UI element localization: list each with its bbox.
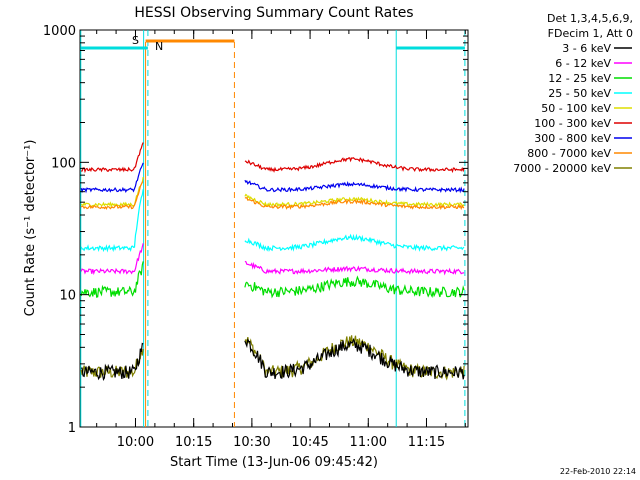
series-line xyxy=(80,348,144,379)
y-tick-label: 100 xyxy=(51,156,76,171)
series-line xyxy=(244,193,465,209)
legend-label: 6 - 12 keV xyxy=(555,57,611,70)
band-markers xyxy=(80,30,466,427)
series-line xyxy=(244,196,465,211)
legend-label: 800 - 7000 keV xyxy=(527,147,611,160)
legend-label: 25 - 50 keV xyxy=(548,87,611,100)
x-tick-label: 10:30 xyxy=(233,435,270,450)
legend-label: 7000 - 20000 keV xyxy=(513,162,611,175)
legend-label: 300 - 800 keV xyxy=(534,132,611,145)
series-lines xyxy=(80,142,465,382)
plot-frame xyxy=(79,29,469,428)
series-line xyxy=(244,337,465,380)
series-line xyxy=(80,243,144,276)
series-line xyxy=(80,189,144,253)
chart-title: HESSI Observing Summary Count Rates xyxy=(134,5,413,21)
series-line xyxy=(244,275,465,299)
x-axis-label: Start Time (13-Jun-06 09:45:42) xyxy=(170,455,378,470)
legend-header-line-1: Det 1,3,4,5,6,9, xyxy=(547,12,633,25)
series-line xyxy=(244,233,465,253)
legend-label: 100 - 300 keV xyxy=(534,117,611,130)
x-tick-label: 11:00 xyxy=(350,435,387,450)
legend-header-line-2: FDecim 1, Att 0 xyxy=(548,27,633,40)
y-axis-label: Count Rate (s⁻¹ detector⁻¹) xyxy=(23,140,38,317)
x-tick-label: 10:45 xyxy=(291,435,328,450)
legend-label: 50 - 100 keV xyxy=(541,102,611,115)
x-tick-label: 10:15 xyxy=(175,435,212,450)
axes: 10:00 10:15 10:30 10:45 11:00 11:15 1 10 100 1000 xyxy=(43,24,468,450)
series-line xyxy=(244,260,465,276)
series-line xyxy=(244,157,465,174)
series-line xyxy=(80,261,144,298)
series-line xyxy=(244,179,465,194)
y-tick-label: 10 xyxy=(59,289,76,304)
y-tick-label: 1 xyxy=(68,421,76,436)
legend: 3 - 6 keV 6 - 12 keV 12 - 25 keV 25 - 50 ke… xyxy=(513,42,632,175)
legend-label: 3 - 6 keV xyxy=(562,42,611,55)
timestamp: 22-Feb-2010 22:14 xyxy=(560,467,636,476)
series-line xyxy=(81,142,144,174)
legend-label: 12 - 25 keV xyxy=(548,72,611,85)
y-tick-label: 1000 xyxy=(43,24,76,39)
x-tick-label: 10:00 xyxy=(117,435,154,450)
night-label: N xyxy=(155,40,163,53)
series-line xyxy=(81,342,144,382)
x-tick-label: 11:15 xyxy=(408,435,445,450)
series-line xyxy=(80,162,144,194)
saa-label: S xyxy=(132,34,139,47)
series-line xyxy=(80,181,144,210)
